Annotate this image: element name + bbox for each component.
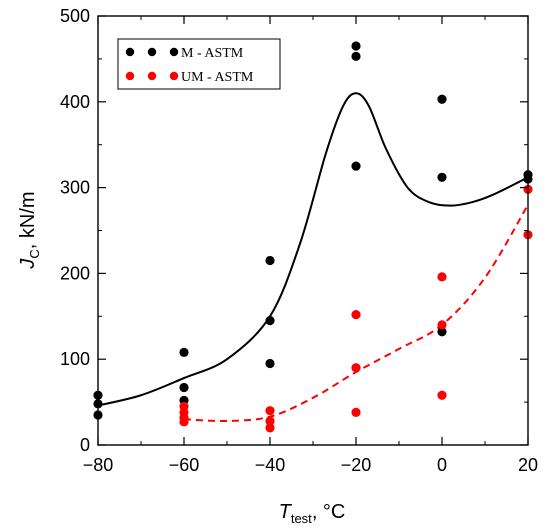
data-point-m-astm bbox=[437, 172, 447, 182]
data-point-m-astm bbox=[265, 255, 275, 266]
fit-curves bbox=[97, 92, 529, 423]
x-axis-ticks: −80 −60 −40 −20 0 20 bbox=[83, 16, 538, 475]
x-tick-label: −60 bbox=[169, 455, 200, 475]
y-tick-label: 500 bbox=[60, 6, 90, 26]
data-point-m-astm bbox=[265, 315, 275, 326]
data-point-m-astm bbox=[351, 161, 361, 171]
data-point-m-astm bbox=[437, 327, 447, 337]
data-points bbox=[93, 41, 533, 433]
legend-marker-m-1 bbox=[125, 47, 135, 57]
data-point-um-astm bbox=[265, 406, 275, 416]
legend-marker-m-3 bbox=[169, 47, 179, 57]
data-point-m-astm bbox=[179, 347, 189, 357]
legend-box bbox=[117, 38, 281, 90]
data-point-um-astm bbox=[179, 417, 189, 427]
y-axis-title: JC, kN/m bbox=[17, 191, 42, 269]
data-point-m-astm bbox=[265, 358, 275, 369]
legend: M - ASTM UM - ASTM bbox=[117, 38, 281, 90]
data-point-um-astm bbox=[437, 390, 447, 400]
data-point-um-astm bbox=[351, 309, 361, 320]
y-axis-ticks: 0 100 200 300 400 500 bbox=[60, 6, 528, 455]
data-point-um-astm bbox=[437, 272, 447, 282]
y-tick-label: 0 bbox=[80, 435, 90, 455]
legend-label-um: UM - ASTM bbox=[181, 70, 254, 85]
fit-curve-m-astm bbox=[97, 92, 529, 407]
x-tick-label: −80 bbox=[83, 455, 114, 475]
x-tick-label: −20 bbox=[341, 455, 372, 475]
legend-label-m: M - ASTM bbox=[181, 46, 244, 61]
legend-marker-um-1 bbox=[125, 71, 135, 81]
y-tick-label: 100 bbox=[60, 349, 90, 369]
legend-marker-m-2 bbox=[147, 47, 157, 57]
data-point-um-astm bbox=[351, 407, 361, 417]
legend-marker-um-2 bbox=[147, 71, 157, 81]
x-tick-label: 20 bbox=[518, 455, 538, 475]
data-point-m-astm bbox=[179, 382, 189, 393]
data-point-m-astm bbox=[437, 94, 447, 104]
y-tick-label: 200 bbox=[60, 263, 90, 283]
legend-marker-um-3 bbox=[169, 71, 179, 81]
data-point-um-astm bbox=[265, 416, 275, 426]
x-tick-label: 0 bbox=[437, 455, 447, 475]
data-point-m-astm bbox=[351, 51, 361, 61]
y-tick-label: 300 bbox=[60, 178, 90, 198]
data-point-um-astm bbox=[437, 320, 447, 330]
x-tick-label: −40 bbox=[255, 455, 286, 475]
data-point-um-astm bbox=[351, 363, 361, 373]
y-tick-label: 400 bbox=[60, 92, 90, 112]
data-point-m-astm bbox=[351, 41, 361, 51]
data-point-um-astm bbox=[265, 423, 275, 433]
x-axis-title: Ttest, °C bbox=[279, 501, 346, 526]
